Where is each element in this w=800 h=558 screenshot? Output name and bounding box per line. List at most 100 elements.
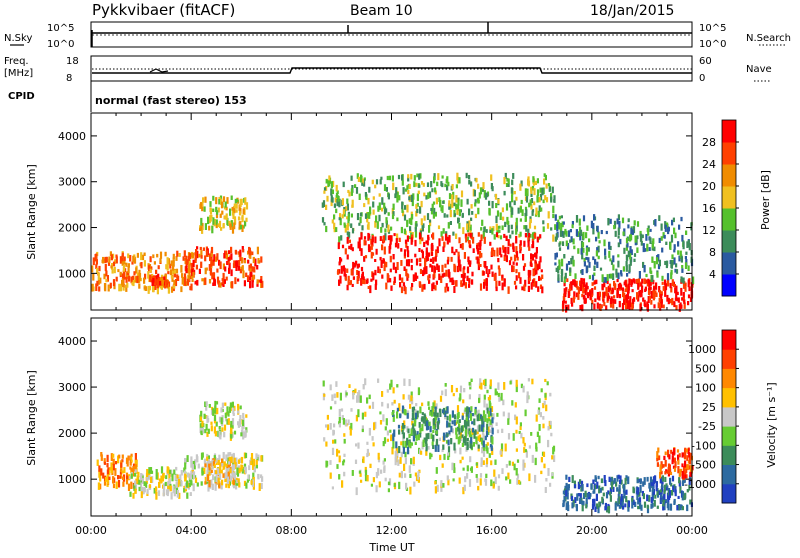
echo-cell: [489, 429, 492, 433]
echo-cell: [222, 465, 225, 470]
echo-cell: [204, 401, 207, 407]
echo-cell: [655, 282, 658, 290]
echo-cell: [237, 459, 241, 464]
echo-cell: [609, 491, 612, 496]
echo-cell: [608, 283, 612, 288]
echo-cell: [453, 202, 456, 207]
echo-cell: [443, 213, 446, 218]
echo-cell: [232, 212, 235, 219]
echo-cell: [104, 263, 107, 272]
echo-cell: [485, 457, 489, 465]
echo-cell: [369, 206, 372, 215]
echo-cell: [536, 431, 539, 437]
echo-cell: [392, 414, 395, 422]
echo-cell: [530, 254, 533, 260]
echo-cell: [567, 243, 570, 250]
echo-cell: [178, 492, 181, 499]
colorbar-tick-label: 4: [709, 268, 716, 281]
echo-cell: [656, 272, 659, 278]
echo-cell: [511, 400, 514, 406]
echo-cell: [447, 256, 450, 262]
echo-cell: [403, 420, 406, 427]
echo-cell: [404, 440, 407, 448]
echo-cell: [323, 393, 326, 397]
echo-cell: [476, 477, 479, 483]
echo-cell: [518, 479, 521, 485]
echo-cell: [248, 264, 251, 271]
echo-cell: [661, 481, 664, 489]
x-tick-label: 16:00: [476, 524, 508, 537]
echo-cell: [632, 486, 635, 493]
echo-cell: [406, 446, 410, 455]
nave-tick: 0: [699, 73, 705, 84]
echo-cell: [578, 484, 581, 488]
echo-cell: [495, 286, 498, 292]
echo-cell: [489, 379, 492, 387]
beam-title: Beam 10: [350, 3, 413, 19]
echo-cell: [249, 280, 252, 289]
echo-cell: [460, 280, 463, 285]
echo-cell: [674, 489, 677, 497]
echo-cell: [540, 207, 543, 212]
echo-cell: [351, 247, 354, 252]
echo-cell: [440, 231, 443, 237]
echo-cell: [437, 173, 440, 181]
echo-cell: [552, 205, 555, 214]
echo-cell: [663, 455, 666, 460]
echo-cell: [627, 224, 630, 229]
echo-cell: [482, 231, 485, 239]
echo-cell: [346, 198, 349, 204]
echo-cell: [160, 478, 163, 484]
echo-cell: [464, 476, 467, 483]
echo-cell: [426, 213, 430, 220]
echo-cell: [220, 483, 223, 490]
echo-cell: [237, 278, 240, 282]
echo-cell: [331, 447, 335, 455]
echo-cell: [454, 280, 457, 287]
echo-cell: [687, 294, 691, 299]
echo-cell: [217, 207, 220, 213]
echo-cell: [463, 266, 466, 270]
echo-cell: [453, 213, 456, 217]
echo-cell: [355, 443, 358, 447]
echo-cell: [469, 230, 472, 235]
echo-cell: [484, 414, 487, 422]
echo-cell: [655, 481, 658, 488]
echo-cell: [400, 226, 403, 234]
echo-cell: [406, 235, 409, 242]
echo-cell: [534, 259, 537, 264]
echo-cell: [453, 420, 456, 426]
echo-cell: [326, 195, 329, 202]
echo-cell: [589, 296, 592, 300]
echo-cell: [385, 261, 388, 268]
echo-cell: [519, 206, 522, 213]
echo-cell: [537, 409, 540, 414]
echo-cell: [616, 502, 619, 507]
echo-cell: [241, 257, 244, 264]
echo-cell: [148, 265, 151, 272]
echo-cell: [223, 279, 226, 284]
echo-cell: [336, 392, 339, 398]
echo-cell: [200, 261, 203, 268]
echo-cell: [567, 291, 570, 298]
echo-cell: [225, 417, 228, 422]
echo-cell: [388, 245, 391, 254]
echo-cell: [458, 222, 461, 229]
echo-cell: [338, 236, 341, 245]
echo-cell: [522, 437, 525, 444]
echo-cell: [533, 278, 536, 287]
echo-cell: [577, 293, 580, 300]
echo-cell: [539, 277, 542, 281]
echo-cell: [329, 460, 332, 465]
echo-cell: [387, 488, 390, 493]
echo-cell: [219, 213, 222, 218]
echo-cell: [685, 474, 688, 479]
echo-cell: [491, 248, 494, 256]
echo-cell: [581, 504, 584, 512]
echo-cell: [498, 229, 501, 233]
echo-cell: [507, 178, 510, 185]
echo-cell: [459, 264, 462, 272]
echo-cell: [204, 481, 207, 485]
echo-cell: [662, 286, 665, 291]
echo-cell: [649, 476, 653, 485]
